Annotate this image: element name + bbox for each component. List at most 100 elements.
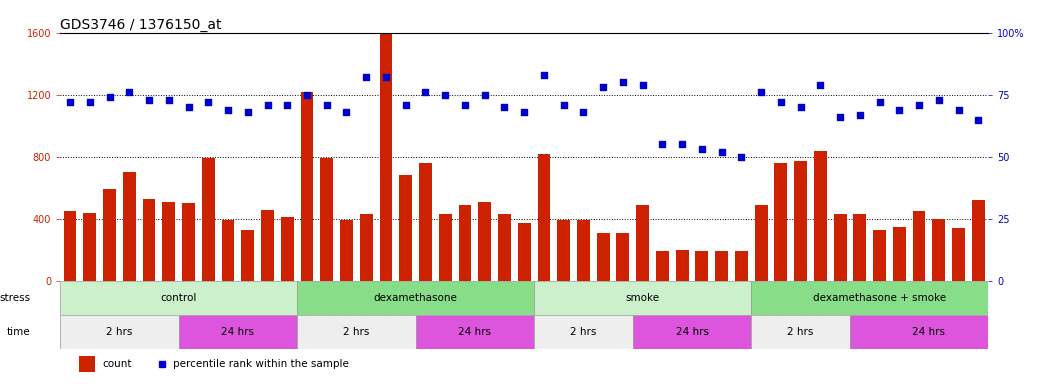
Bar [755,205,767,281]
Bar [893,227,906,281]
Bar [297,281,535,315]
Point [161,97,177,103]
Bar [142,199,156,281]
Text: dexamethasone: dexamethasone [374,293,458,303]
Point [851,111,868,118]
Point [398,101,414,108]
Point [595,84,611,90]
Bar [952,228,965,281]
Bar [60,315,179,349]
Bar [459,205,471,281]
Point [614,79,631,85]
Bar [633,315,752,349]
Bar [79,356,95,372]
Text: smoke: smoke [626,293,660,303]
Bar [103,189,116,281]
Bar [715,251,728,281]
Bar [535,315,633,349]
Bar [340,220,353,281]
Point [437,92,454,98]
Bar [321,158,333,281]
Point [358,74,375,80]
Bar [518,223,530,281]
Bar [83,213,97,281]
Bar [597,233,609,281]
Point [62,99,79,105]
Point [831,114,848,120]
Bar [794,161,807,281]
Bar [63,211,77,281]
Point [260,101,276,108]
Text: 24 hrs: 24 hrs [459,327,491,337]
Point [220,106,237,113]
Bar [850,315,1008,349]
Point [181,104,197,110]
Point [812,82,828,88]
Point [378,74,394,80]
Text: percentile rank within the sample: percentile rank within the sample [173,359,350,369]
Bar [179,315,297,349]
Bar [735,251,747,281]
Bar [853,214,867,281]
Text: stress: stress [0,293,30,303]
Text: 2 hrs: 2 hrs [106,327,133,337]
Point [575,109,592,115]
Bar [636,205,649,281]
Point [871,99,887,105]
Bar [162,202,175,281]
Bar [498,214,511,281]
Point [200,99,217,105]
Text: dexamethasone + smoke: dexamethasone + smoke [813,293,947,303]
Point [516,109,532,115]
Point [792,104,809,110]
Bar [360,214,373,281]
Point [121,89,138,95]
Point [753,89,769,95]
Bar [242,230,254,281]
Point [279,101,296,108]
Point [496,104,513,110]
Bar [221,220,235,281]
Point [910,101,927,108]
Bar [201,158,215,281]
Text: 2 hrs: 2 hrs [570,327,597,337]
Text: 2 hrs: 2 hrs [344,327,370,337]
Bar [814,151,827,281]
Bar [439,214,452,281]
Text: time: time [7,327,30,337]
Point [457,101,473,108]
Text: GDS3746 / 1376150_at: GDS3746 / 1376150_at [60,18,222,31]
Point [102,94,118,100]
Text: 2 hrs: 2 hrs [788,327,814,337]
Bar [834,214,847,281]
Bar [912,211,926,281]
Bar [419,163,432,281]
Bar [60,281,297,315]
Point [634,82,651,88]
Point [319,101,335,108]
Point [733,154,749,160]
Bar [676,250,688,281]
Point [141,97,158,103]
Bar [752,281,1008,315]
Point [713,149,730,155]
Bar [281,217,294,281]
Bar [415,315,535,349]
Bar [972,200,985,281]
Bar [617,233,629,281]
Bar [557,220,570,281]
Bar [932,219,946,281]
Bar [380,34,392,281]
Point [536,72,552,78]
Bar [182,203,195,281]
Bar [695,251,708,281]
Text: 24 hrs: 24 hrs [912,327,946,337]
Bar [774,163,787,281]
Point [417,89,434,95]
Bar [577,220,590,281]
Point [772,99,789,105]
Bar [873,230,886,281]
Point [674,141,690,147]
Bar [400,175,412,281]
Bar [752,315,850,349]
